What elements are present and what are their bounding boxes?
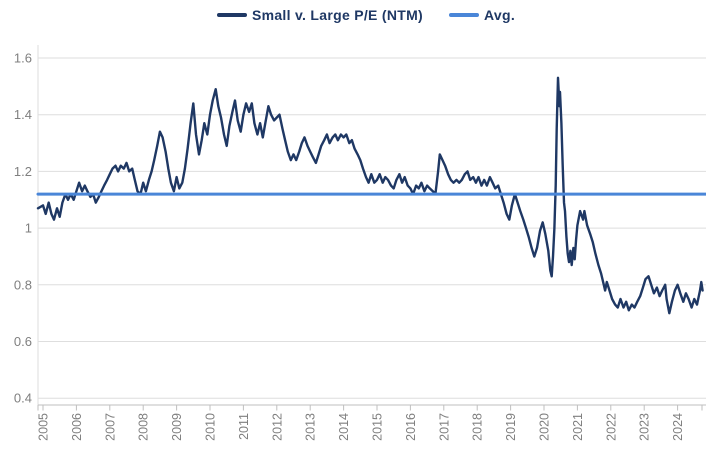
legend-item-avg: Avg.	[449, 7, 515, 23]
x-axis-label: 2011	[237, 413, 251, 440]
x-axis-label: 2016	[404, 413, 418, 441]
x-axis-label: 2017	[437, 413, 451, 441]
x-axis-label: 2019	[504, 413, 518, 441]
x-axis-label: 2024	[671, 413, 685, 441]
x-axis-label: 2006	[70, 413, 84, 441]
avg-legend-label: Avg.	[484, 7, 516, 23]
y-axis-label: 0.4	[14, 391, 32, 406]
x-axis-label: 2022	[604, 413, 618, 441]
x-axis-label: 2018	[471, 413, 485, 441]
x-axis-label: 2005	[37, 413, 51, 441]
x-axis-label: 2010	[204, 413, 218, 441]
series-legend-label: Small v. Large P/E (NTM)	[251, 7, 424, 23]
y-axis-label: 1.2	[14, 164, 32, 179]
series-line	[36, 76, 704, 315]
y-axis-label: 0.8	[14, 277, 32, 292]
x-axis-label: 2008	[137, 413, 151, 441]
y-axis-label: 1.6	[14, 51, 32, 66]
legend: Small v. Large P/E (NTM) Avg.	[0, 7, 706, 23]
x-axis-label: 2020	[538, 413, 552, 441]
x-axis-label: 2009	[170, 413, 184, 441]
x-axis-label: 2013	[304, 413, 318, 441]
x-axis-label: 2007	[103, 413, 117, 441]
x-axis-label: 2014	[337, 413, 351, 441]
series-line-swatch-icon	[216, 13, 247, 17]
y-axis-label: 1.4	[14, 107, 32, 122]
y-axis-label: 1	[25, 221, 32, 236]
x-axis-label: 2023	[638, 413, 652, 441]
legend-item-series: Small v. Large P/E (NTM)	[216, 7, 424, 23]
avg-line-swatch-icon	[449, 13, 480, 17]
y-axis-label: 0.6	[14, 334, 32, 349]
x-axis-label: 2021	[571, 413, 585, 441]
x-axis-label: 2012	[270, 413, 284, 441]
x-axis-label: 2015	[371, 413, 385, 441]
